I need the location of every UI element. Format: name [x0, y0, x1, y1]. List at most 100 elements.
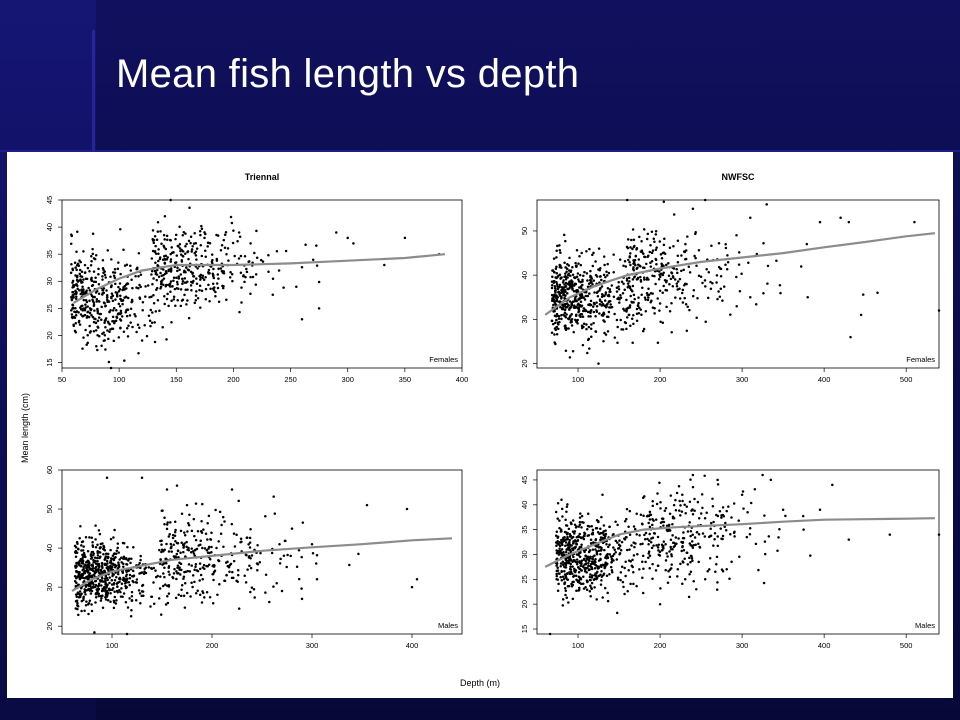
- data-point: [116, 546, 119, 550]
- data-point: [726, 260, 730, 264]
- data-point: [572, 542, 575, 545]
- data-point: [713, 538, 716, 541]
- y-tick-label: 20: [520, 600, 529, 608]
- data-point: [765, 203, 768, 206]
- data-point: [669, 545, 672, 549]
- data-point: [127, 559, 130, 562]
- data-point: [568, 540, 571, 544]
- data-point: [82, 278, 85, 281]
- data-point: [654, 257, 657, 261]
- data-point: [754, 302, 758, 306]
- data-point: [576, 566, 580, 569]
- data-point: [100, 318, 103, 322]
- data-point: [117, 563, 121, 566]
- scatter-points: [69, 198, 441, 370]
- data-point: [160, 539, 163, 543]
- data-point: [641, 329, 645, 333]
- data-point: [665, 524, 669, 528]
- data-point: [130, 557, 133, 561]
- data-point: [315, 554, 319, 557]
- data-point: [203, 236, 206, 240]
- data-point: [87, 315, 91, 319]
- data-point: [651, 249, 655, 252]
- data-point: [586, 310, 590, 314]
- data-point: [664, 542, 667, 546]
- data-point: [601, 536, 604, 540]
- data-point: [118, 588, 121, 592]
- data-point: [139, 273, 143, 276]
- data-point: [649, 291, 653, 295]
- data-point: [571, 597, 575, 601]
- data-point: [556, 284, 559, 288]
- data-point: [606, 330, 610, 333]
- data-point: [634, 254, 638, 258]
- data-point: [78, 259, 81, 262]
- plot-frame: [61, 199, 463, 369]
- data-point: [247, 543, 250, 546]
- data-point: [103, 577, 107, 580]
- data-point: [587, 325, 591, 329]
- data-point: [715, 588, 719, 591]
- data-point: [558, 572, 561, 575]
- data-point: [166, 292, 169, 296]
- data-point: [564, 589, 568, 592]
- data-point: [558, 265, 562, 269]
- data-point: [603, 548, 606, 552]
- data-point: [579, 578, 583, 581]
- data-point: [212, 578, 215, 582]
- data-point: [103, 558, 106, 561]
- data-point: [572, 580, 575, 584]
- data-point: [565, 510, 568, 513]
- data-point: [657, 277, 661, 281]
- data-point: [175, 552, 179, 556]
- data-point: [799, 265, 803, 268]
- data-point: [92, 574, 96, 577]
- data-point: [112, 306, 116, 310]
- data-point: [185, 540, 188, 544]
- data-point: [147, 566, 151, 569]
- data-point: [641, 560, 644, 564]
- data-point: [169, 252, 172, 256]
- data-point: [82, 298, 86, 302]
- data-point: [94, 254, 98, 257]
- data-point: [105, 586, 108, 589]
- data-point: [275, 581, 278, 585]
- data-point: [223, 246, 227, 249]
- data-point: [126, 308, 130, 312]
- data-point: [280, 589, 284, 593]
- data-point: [204, 287, 208, 291]
- data-point: [598, 302, 602, 306]
- data-point: [104, 304, 107, 308]
- data-point: [156, 268, 159, 272]
- data-point: [624, 560, 627, 563]
- x-tick-label: 200: [206, 641, 219, 650]
- data-point: [590, 525, 593, 528]
- data-point: [236, 580, 239, 583]
- data-point: [190, 564, 193, 567]
- data-point: [105, 298, 109, 301]
- data-point: [623, 566, 626, 570]
- data-point: [81, 559, 85, 563]
- data-point: [659, 320, 662, 323]
- data-point: [102, 268, 105, 271]
- data-point: [147, 314, 151, 318]
- data-point: [118, 558, 121, 561]
- data-point: [574, 264, 578, 268]
- data-point: [219, 532, 223, 536]
- data-point: [616, 541, 619, 544]
- data-point: [80, 576, 84, 579]
- data-point: [90, 255, 93, 258]
- data-point: [120, 299, 123, 302]
- data-point: [109, 561, 113, 564]
- data-point: [187, 522, 190, 525]
- data-point: [589, 584, 592, 587]
- data-point: [595, 304, 599, 308]
- data-point: [716, 535, 719, 538]
- x-tick-label: 300: [306, 641, 319, 650]
- data-point: [119, 272, 122, 276]
- data-point: [697, 274, 701, 278]
- data-point: [155, 286, 159, 290]
- data-point: [611, 533, 615, 537]
- data-point: [625, 298, 628, 302]
- data-point: [89, 553, 93, 556]
